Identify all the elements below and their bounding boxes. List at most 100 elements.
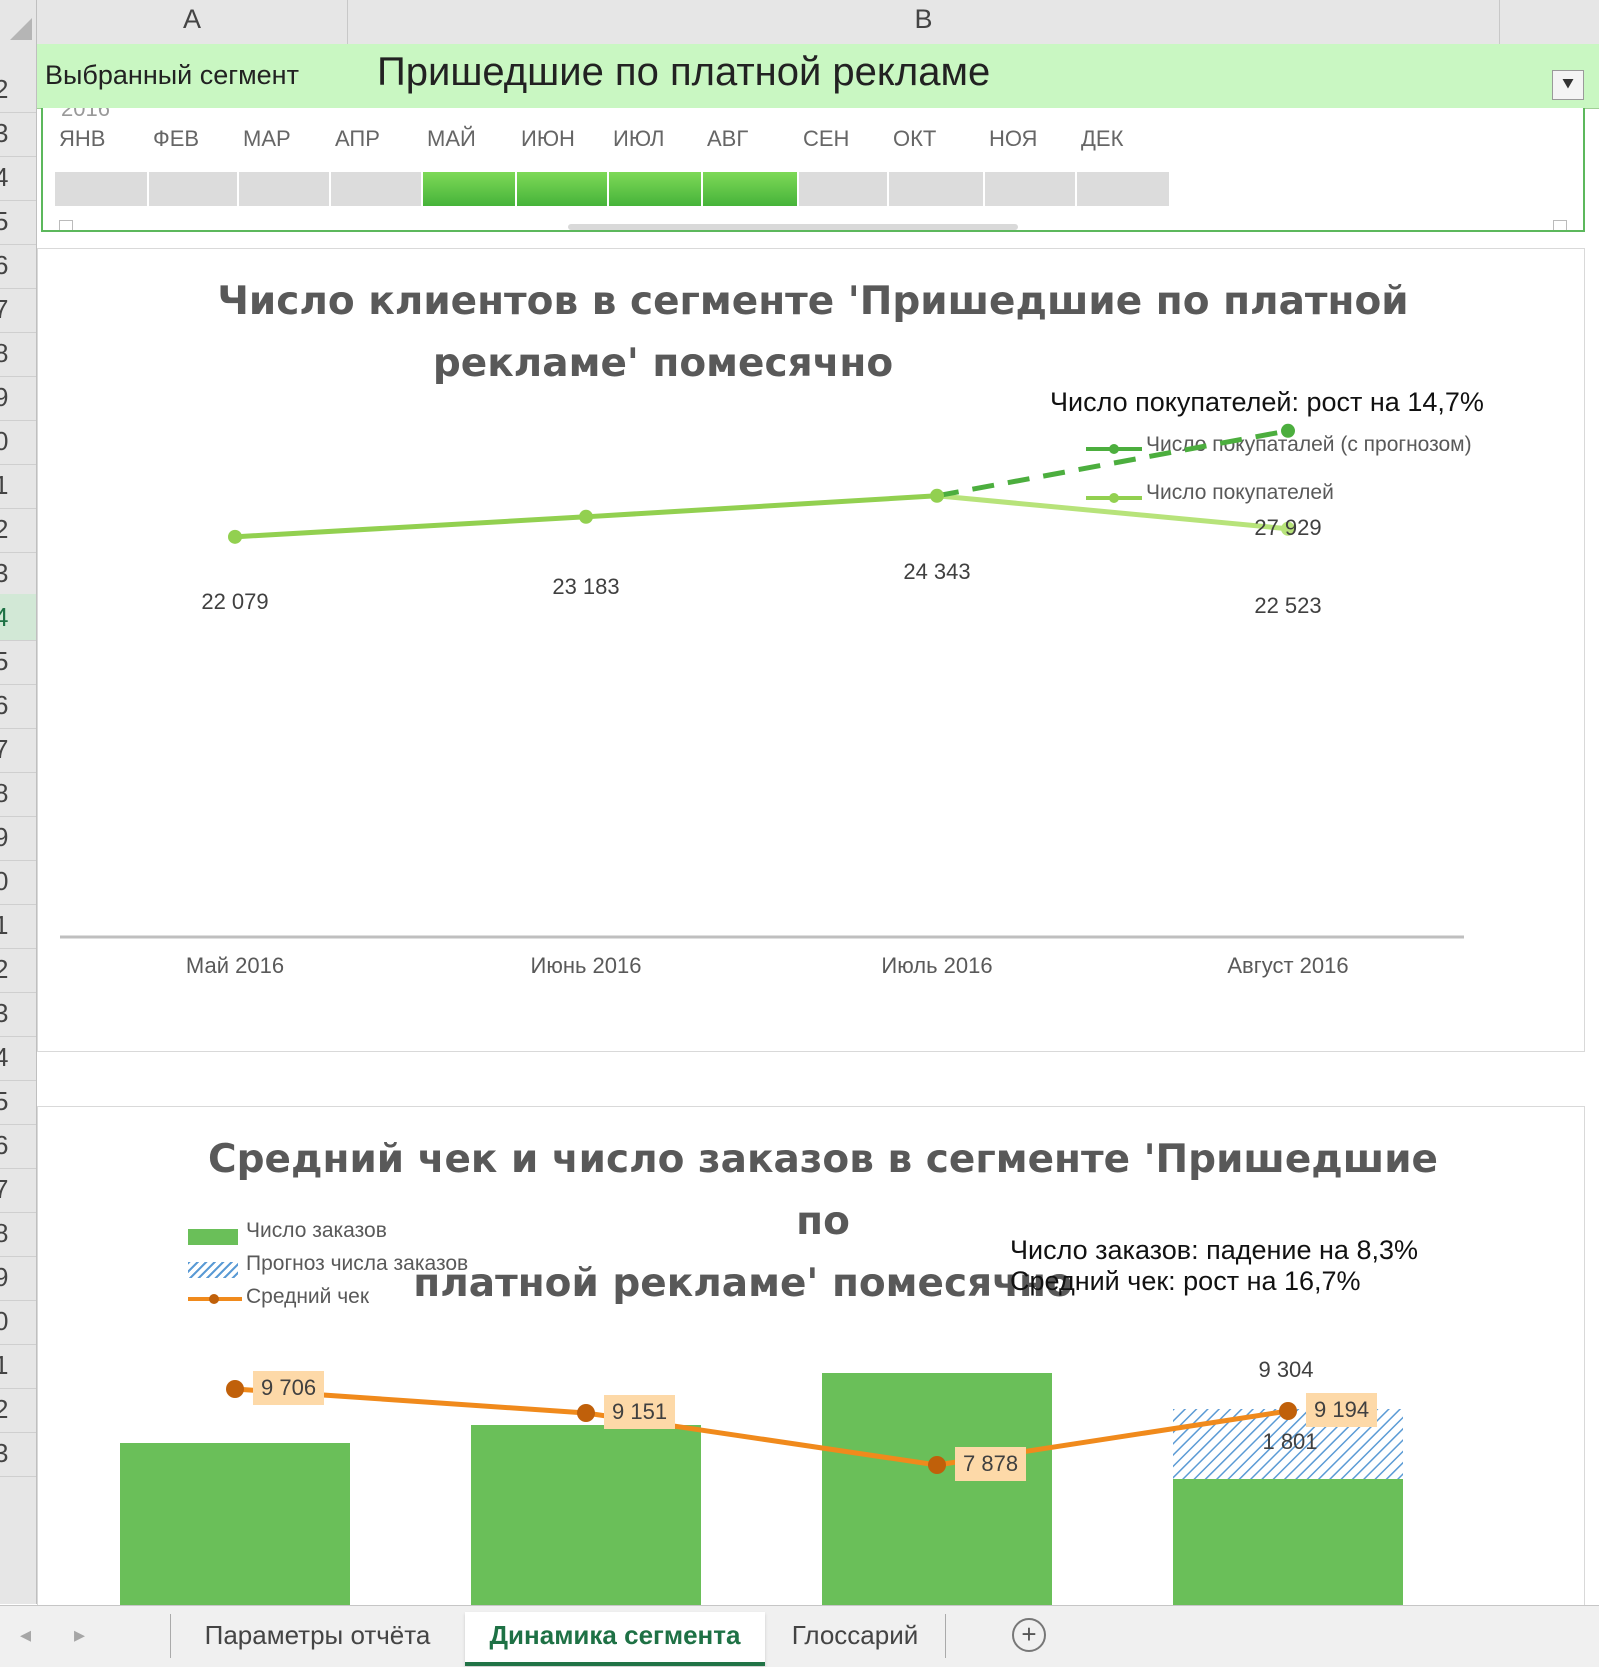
sheet-tab-bar: ◂ ▸ Параметры отчёта Динамика сегмента Г…	[0, 1605, 1599, 1667]
row-header[interactable]: 6	[0, 242, 36, 289]
buyers-line-segment	[585, 493, 938, 520]
orders-bar	[120, 1443, 350, 1627]
timeline-month-cell[interactable]	[331, 172, 421, 206]
filter-icon: ⯆	[1560, 74, 1576, 96]
row-header[interactable]: 1	[0, 902, 36, 949]
select-all-triangle	[10, 18, 32, 40]
row-header[interactable]: 1	[0, 1342, 36, 1389]
customers-line-chart	[60, 423, 1464, 939]
timeline-month-cell[interactable]	[1077, 172, 1169, 206]
row-header[interactable]: 0	[0, 858, 36, 905]
buyers-line-segment	[234, 514, 587, 540]
legend-forecast-label: Число покупаталей (с прогнозом)	[1146, 433, 1472, 456]
timeline-scroll-left[interactable]	[59, 220, 73, 230]
prev-sheet-arrow-icon[interactable]: ◂	[20, 1622, 32, 1647]
timeline-month-cell[interactable]	[703, 172, 797, 206]
tab-segment-dynamics[interactable]: Динамика сегмента	[465, 1612, 765, 1666]
row-header[interactable]: 7	[0, 726, 36, 773]
timeline-month-label: АВГ	[707, 126, 749, 151]
timeline-month-cell[interactable]	[889, 172, 983, 206]
customers-chart-title-line1: Число клиентов в сегменте 'Пришедшие по …	[217, 279, 1409, 324]
row-header[interactable]: 6	[0, 682, 36, 729]
buyers-line-segment	[936, 493, 1289, 532]
row-header[interactable]: 2	[0, 1386, 36, 1433]
row-header[interactable]: 2	[0, 66, 36, 113]
row-headers: 23456789012345678901234567890123	[0, 44, 37, 1604]
legend-orders-swatch	[188, 1229, 238, 1245]
timeline-month-label: СЕН	[803, 126, 850, 151]
orders-combo-chart	[120, 1373, 1403, 1627]
column-header-c[interactable]	[1500, 0, 1599, 45]
tab-glossary[interactable]: Глоссарий	[791, 1620, 919, 1650]
timeline-month-cell[interactable]	[609, 172, 701, 206]
orders-chart-title-line2: платной рекламе' помесячно	[413, 1261, 1073, 1306]
column-header-a[interactable]: A	[37, 0, 348, 45]
row-header[interactable]: 9	[0, 374, 36, 421]
row-header[interactable]: 6	[0, 1122, 36, 1169]
timeline-month-cell[interactable]	[985, 172, 1075, 206]
row-header[interactable]: 2	[0, 946, 36, 993]
orders-data-label: 1 801	[1262, 1429, 1318, 1454]
timeline-month-label: ИЮН	[521, 126, 575, 151]
filter-dropdown-button[interactable]: ⯆	[1552, 70, 1584, 100]
row-header[interactable]: 8	[0, 1210, 36, 1257]
row-header[interactable]: 9	[0, 814, 36, 861]
row-header[interactable]: 4	[0, 154, 36, 201]
legend-forecast-orders-swatch	[188, 1262, 238, 1278]
row-header[interactable]: 3	[0, 550, 36, 597]
orders-bar	[471, 1425, 701, 1627]
row-header[interactable]: 1	[0, 462, 36, 509]
avg-check-point	[577, 1404, 595, 1422]
timeline-month-cell[interactable]	[55, 172, 147, 206]
row-header[interactable]: 3	[0, 110, 36, 157]
add-sheet-icon[interactable]: +	[1012, 1618, 1046, 1652]
row-header[interactable]: 0	[0, 418, 36, 465]
avg-check-data-label: 7 878	[955, 1447, 1027, 1481]
row-header[interactable]: 9	[0, 1254, 36, 1301]
row-header[interactable]: 4	[0, 594, 36, 641]
avg-check-point	[226, 1380, 244, 1398]
row-header[interactable]: 3	[0, 990, 36, 1037]
row-header[interactable]: 8	[0, 330, 36, 377]
timeline-month-label: ИЮЛ	[613, 126, 665, 151]
timeline-scrollbar[interactable]	[568, 224, 1018, 230]
avg-check-data-label: 9 194	[1306, 1393, 1378, 1427]
column-header-b[interactable]: B	[348, 0, 1500, 45]
row-header[interactable]: 7	[0, 1166, 36, 1213]
tab-report-params[interactable]: Параметры отчёта	[204, 1620, 431, 1650]
avg-check-growth-annotation: Средний чек: рост на 16,7%	[1010, 1266, 1361, 1296]
row-header[interactable]: 7	[0, 286, 36, 333]
row-header[interactable]: 2	[0, 506, 36, 553]
row-header[interactable]: 8	[0, 770, 36, 817]
legend-forecast-orders-label: Прогноз числа заказов	[246, 1252, 469, 1275]
customers-growth-annotation: Число покупателей: рост на 14,7%	[1050, 387, 1484, 417]
segment-label: Выбранный сегмент	[45, 60, 299, 90]
row-header[interactable]: 0	[0, 1298, 36, 1345]
orders-chart-panel[interactable]: Средний чек и число заказов в сегменте '…	[37, 1106, 1585, 1628]
legend-orders-label: Число заказов	[246, 1219, 387, 1242]
timeline-scroll-right[interactable]	[1553, 220, 1567, 230]
column-header-b-label: B	[914, 4, 933, 34]
buyers-point	[1281, 521, 1295, 536]
select-all-corner[interactable]	[0, 0, 37, 45]
row-header[interactable]: 5	[0, 638, 36, 685]
timeline-month-cell[interactable]	[799, 172, 887, 206]
customers-chart-title: Число клиентов в сегменте 'Пришедшие по …	[188, 271, 1438, 395]
timeline-month-cell[interactable]	[423, 172, 515, 206]
legend-avg-check-label: Средний чек	[246, 1285, 370, 1308]
timeline-month-cell[interactable]	[239, 172, 329, 206]
timeline-month-cell[interactable]	[149, 172, 237, 206]
timeline-month-cell[interactable]	[517, 172, 607, 206]
customers-data-label: 27 929	[1254, 515, 1322, 540]
orders-chart-title-line1: Средний чек и число заказов в сегменте '…	[208, 1137, 1438, 1244]
row-header[interactable]: 5	[0, 198, 36, 245]
timeline-slicer[interactable]: 2016 ЯНВ ФЕВ МАР АПР МАЙ ИЮН ИЮЛ АВГ СЕН ОКТ НОЯ ДЕ…	[41, 108, 1585, 232]
customers-chart-panel[interactable]: Число клиентов в сегменте 'Пришедшие по …	[37, 248, 1585, 1052]
orders-chart-title: Средний чек и число заказов в сегменте '…	[188, 1129, 1438, 1315]
row-header[interactable]: 5	[0, 1078, 36, 1125]
segment-band: Выбранный сегмент Пришедшие по платной р…	[37, 44, 1599, 109]
row-header[interactable]: 3	[0, 1430, 36, 1477]
next-sheet-arrow-icon[interactable]: ▸	[74, 1622, 86, 1647]
row-header[interactable]: 4	[0, 1034, 36, 1081]
legend-avg-check-marker	[209, 1294, 219, 1304]
